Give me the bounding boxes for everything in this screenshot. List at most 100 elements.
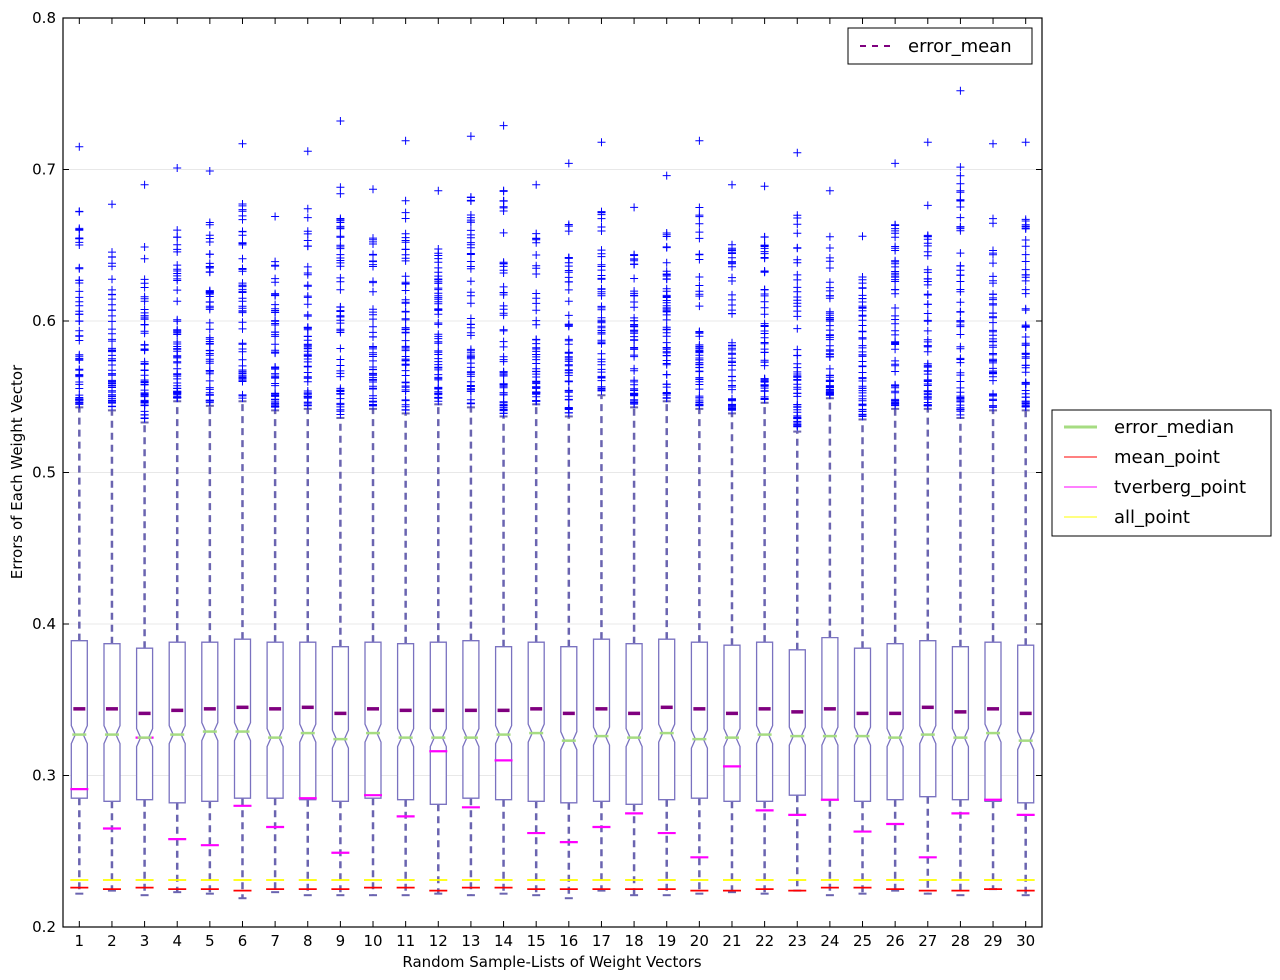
outlier-marker (75, 241, 84, 249)
outlier-marker (369, 369, 377, 378)
outlier-marker (728, 395, 736, 403)
outlier-marker (532, 229, 541, 238)
outlier-marker (75, 317, 84, 325)
y-tick-label: 0.4 (32, 615, 56, 633)
outlier-marker (434, 374, 443, 383)
outlier-marker (238, 297, 247, 306)
outlier-marker (793, 351, 802, 360)
outlier-marker (140, 320, 149, 329)
outlier-marker (173, 338, 182, 346)
outlier-marker (989, 389, 997, 398)
outlier-marker (173, 347, 182, 356)
outlier-marker (597, 284, 606, 293)
outlier-marker (466, 345, 475, 354)
outlier-marker (173, 164, 182, 172)
outlier-marker (1021, 361, 1030, 370)
outlier-marker (336, 224, 345, 233)
outlier-marker (140, 388, 149, 397)
outlier-marker (793, 229, 802, 238)
outlier-marker (173, 317, 182, 326)
outlier-marker (303, 401, 312, 409)
outlier-marker (923, 317, 932, 326)
outlier-marker (303, 310, 312, 319)
outlier-marker (630, 329, 639, 338)
outlier-marker (434, 319, 443, 327)
outlier-marker (336, 117, 345, 125)
legend-tverberg-point-label: tverberg_point (1114, 477, 1246, 498)
x-tick-label: 4 (172, 932, 182, 950)
outlier-marker (205, 220, 214, 229)
outlier-marker (1021, 321, 1030, 330)
box (233, 638, 252, 799)
outlier-marker (662, 229, 671, 237)
outlier-marker (564, 392, 573, 401)
outlier-marker (923, 251, 932, 260)
outlier-marker (695, 203, 704, 212)
outlier-marker (989, 369, 997, 378)
outlier-marker (401, 245, 410, 254)
x-tick-label: 8 (303, 932, 313, 950)
outlier-marker (303, 204, 312, 213)
outlier-marker (793, 312, 802, 321)
outlier-marker (760, 319, 769, 328)
box (592, 638, 611, 802)
outlier-marker (499, 383, 508, 392)
y-axis: 0.2 0.3 0.4 0.5 0.6 0.7 0.8 (32, 9, 1042, 936)
outlier-marker (695, 219, 704, 228)
grid-lines (63, 169, 1042, 776)
outlier-marker (271, 399, 280, 408)
legend-side-frame (1051, 409, 1272, 537)
outlier-marker (956, 407, 965, 416)
outlier-marker (271, 212, 280, 221)
x-tick-label: 21 (722, 932, 741, 950)
outlier-marker (564, 311, 573, 320)
outlier-marker (891, 229, 900, 238)
box (1017, 644, 1035, 804)
x-tick-label: 18 (625, 932, 644, 950)
outlier-marker (923, 387, 932, 396)
outlier-marker (891, 304, 900, 312)
outlier-marker (662, 274, 671, 283)
outlier-marker (336, 302, 345, 311)
outlier-marker (597, 302, 606, 311)
outlier-marker (173, 226, 182, 235)
x-tick-label: 13 (461, 932, 480, 950)
box (70, 640, 88, 799)
outlier-marker (205, 351, 214, 360)
outlier-marker (956, 223, 965, 232)
outlier-marker (140, 294, 149, 303)
outlier-marker (858, 350, 867, 359)
outlier-marker (238, 288, 247, 297)
outlier-marker (891, 396, 900, 405)
outlier-marker (75, 142, 84, 151)
outlier-marker (401, 136, 410, 145)
outlier-marker (923, 201, 932, 210)
legend-side: error_median mean_point tverberg_point a… (1051, 409, 1272, 537)
outlier-marker (662, 305, 671, 314)
outlier-marker (956, 342, 965, 351)
outlier-marker (303, 227, 312, 236)
outlier-marker (630, 256, 639, 265)
outlier-marker (336, 183, 345, 192)
legend-all-point-label: all_point (1114, 507, 1190, 528)
outlier-marker (858, 232, 867, 241)
boxes (70, 394, 1035, 900)
outlier-marker (564, 405, 573, 414)
outlier-marker (369, 250, 377, 259)
outlier-marker (532, 180, 541, 189)
outlier-marker (923, 138, 932, 147)
outlier-marker (728, 277, 736, 285)
outlier-marker (499, 197, 508, 205)
outlier-marker (597, 349, 606, 358)
outlier-marker (303, 213, 312, 222)
outlier-marker (728, 306, 736, 315)
outlier-marker (271, 289, 280, 298)
outlier-marker (205, 289, 214, 297)
x-tick-label: 12 (429, 932, 448, 950)
outlier-marker (173, 389, 182, 398)
outlier-marker (793, 243, 802, 252)
outlier-marker (956, 196, 965, 205)
outlier-marker (989, 401, 997, 410)
outlier-marker (956, 271, 965, 280)
outlier-marker (891, 339, 900, 348)
